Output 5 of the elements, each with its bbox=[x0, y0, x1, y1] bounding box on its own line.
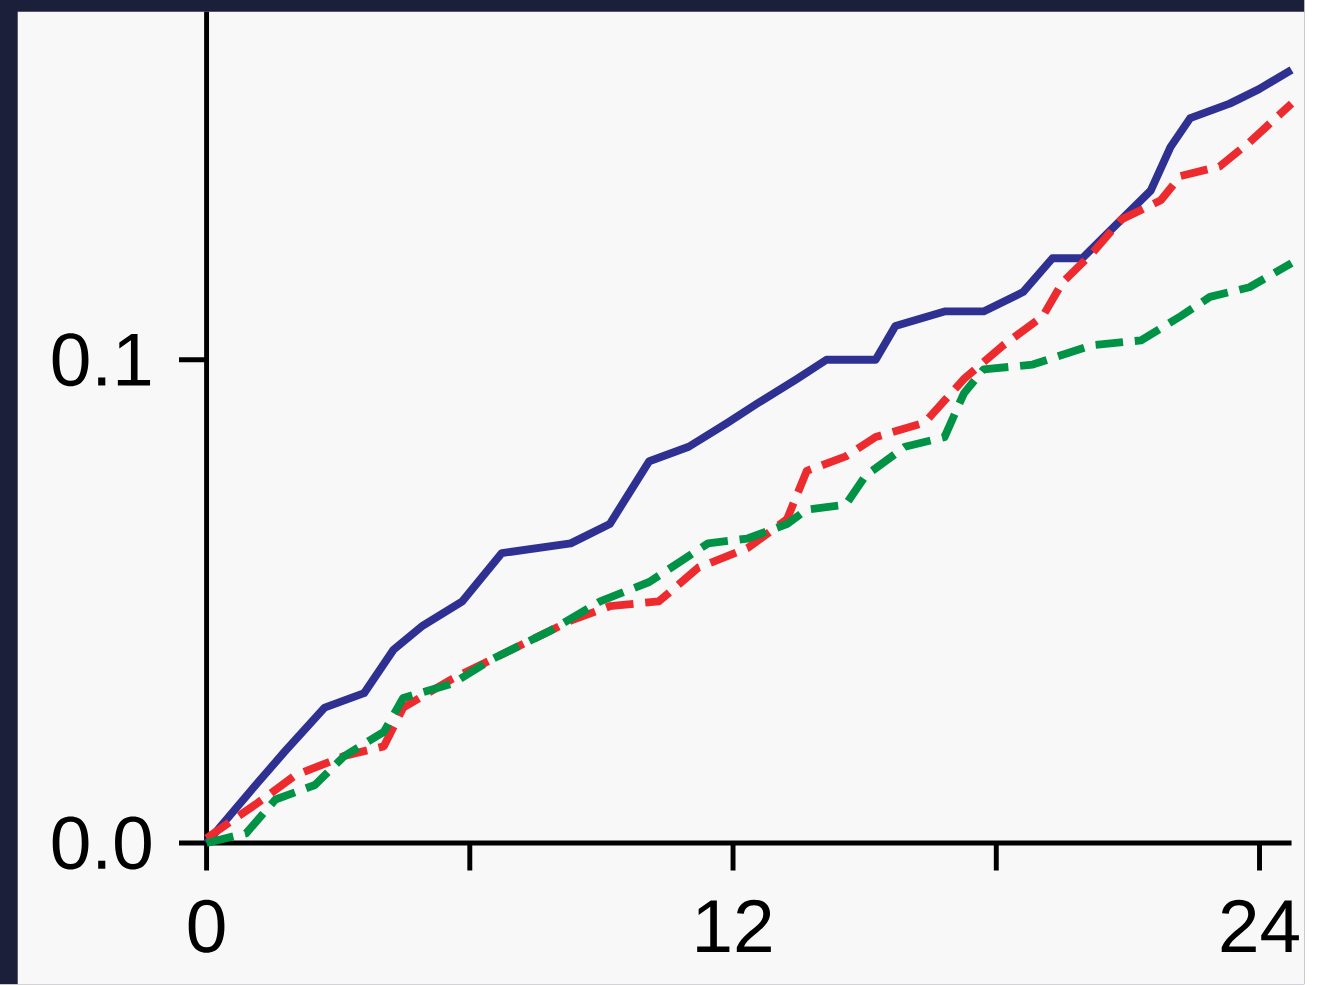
x-tick-label: 0 bbox=[188, 899, 225, 953]
x-tick-label: 12 bbox=[697, 899, 771, 953]
y-tick-label: 0.0 bbox=[52, 816, 151, 870]
x-tick-label: 24 bbox=[1221, 899, 1299, 953]
y-tick-label: 0.1 bbox=[52, 333, 151, 387]
